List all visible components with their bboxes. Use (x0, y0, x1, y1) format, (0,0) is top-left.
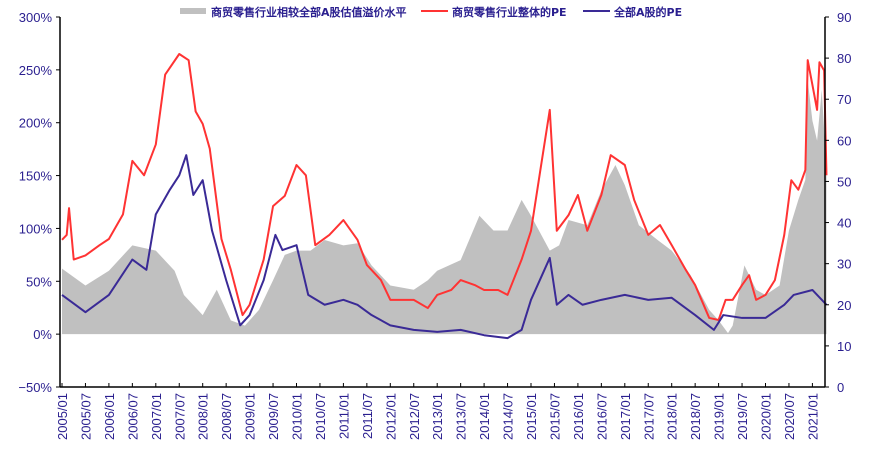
right-tick-label: 40 (837, 216, 851, 231)
legend-label-sector-pe: 商贸零售行业整体的PE (452, 5, 567, 19)
x-tick-label: 2010/07 (313, 393, 328, 440)
x-tick-label: 2017/07 (641, 393, 656, 440)
x-tick-label: 2015/07 (547, 393, 562, 440)
x-tick-label: 2018/01 (665, 393, 680, 440)
x-tick-label: 2006/01 (102, 393, 117, 440)
x-tick-label: 2006/07 (125, 393, 140, 440)
legend-label-premium: 商贸零售行业相较全部A股估值溢价水平 (211, 5, 407, 19)
x-tick-label: 2011/01 (336, 393, 351, 439)
premium-area (62, 80, 827, 335)
x-tick-label: 2011/07 (360, 393, 375, 439)
left-tick-label: 150% (19, 169, 53, 184)
x-tick-label: 2021/01 (805, 393, 820, 440)
x-tick-label: 2009/01 (243, 393, 258, 440)
right-tick-label: 50 (837, 174, 851, 189)
right-tick-label: 10 (837, 339, 851, 354)
x-tick-label: 2013/01 (430, 393, 445, 440)
x-tick-label: 2008/07 (219, 393, 234, 440)
legend-label-market-pe: 全部A股的PE (613, 5, 682, 19)
right-tick-label: 30 (837, 257, 851, 272)
x-tick-label: 2017/01 (618, 393, 633, 440)
x-tick-label: 2005/01 (55, 393, 70, 440)
left-tick-label: 50% (26, 274, 52, 289)
left-tick-label: 0% (33, 327, 52, 342)
x-tick-label: 2013/07 (454, 393, 469, 440)
x-tick-label: 2016/07 (594, 393, 609, 440)
plot-area (61, 53, 828, 340)
x-tick-label: 2014/01 (477, 393, 492, 440)
x-tick-label: 2018/07 (688, 393, 703, 440)
left-tick-label: 200% (19, 116, 53, 131)
x-tick-label: 2015/01 (524, 393, 539, 440)
x-tick-label: 2019/07 (735, 393, 750, 440)
x-tick-label: 2020/07 (782, 393, 797, 440)
x-tick-label: 2019/01 (712, 393, 727, 440)
left-tick-label: 250% (19, 63, 53, 78)
x-tick-label: 2020/01 (759, 393, 774, 440)
legend: 商贸零售行业相较全部A股估值溢价水平 商贸零售行业整体的PE 全部A股的PE (180, 5, 682, 19)
right-tick-label: 0 (837, 380, 844, 395)
x-tick-label: 2005/07 (78, 393, 93, 440)
market-pe-line (61, 154, 828, 340)
sector-pe-line (61, 53, 828, 321)
x-tick-label: 2012/07 (407, 393, 422, 440)
left-tick-label: 100% (19, 221, 53, 236)
right-tick-label: 20 (837, 298, 851, 313)
x-tick-label: 2008/01 (196, 393, 211, 440)
x-tick-label: 2012/01 (383, 393, 398, 440)
x-tick-label: 2009/07 (266, 393, 281, 440)
left-tick-label: −50% (18, 380, 52, 395)
right-tick-label: 80 (837, 51, 851, 66)
right-tick-label: 60 (837, 133, 851, 148)
axes: −50% 0% 50% 100% 150% 200% 250% 300% 0 10 20 30 40 50… (18, 10, 851, 440)
x-tick-label: 2007/01 (149, 393, 164, 440)
left-tick-label: 300% (19, 10, 53, 25)
x-tick-label: 2007/07 (172, 393, 187, 440)
x-tick-label: 2016/01 (571, 393, 586, 440)
right-tick-label: 70 (837, 92, 851, 107)
legend-swatch-premium (180, 8, 206, 14)
right-tick-label: 90 (837, 10, 851, 25)
x-tick-label: 2010/01 (290, 393, 305, 440)
x-tick-label: 2014/07 (501, 393, 516, 440)
